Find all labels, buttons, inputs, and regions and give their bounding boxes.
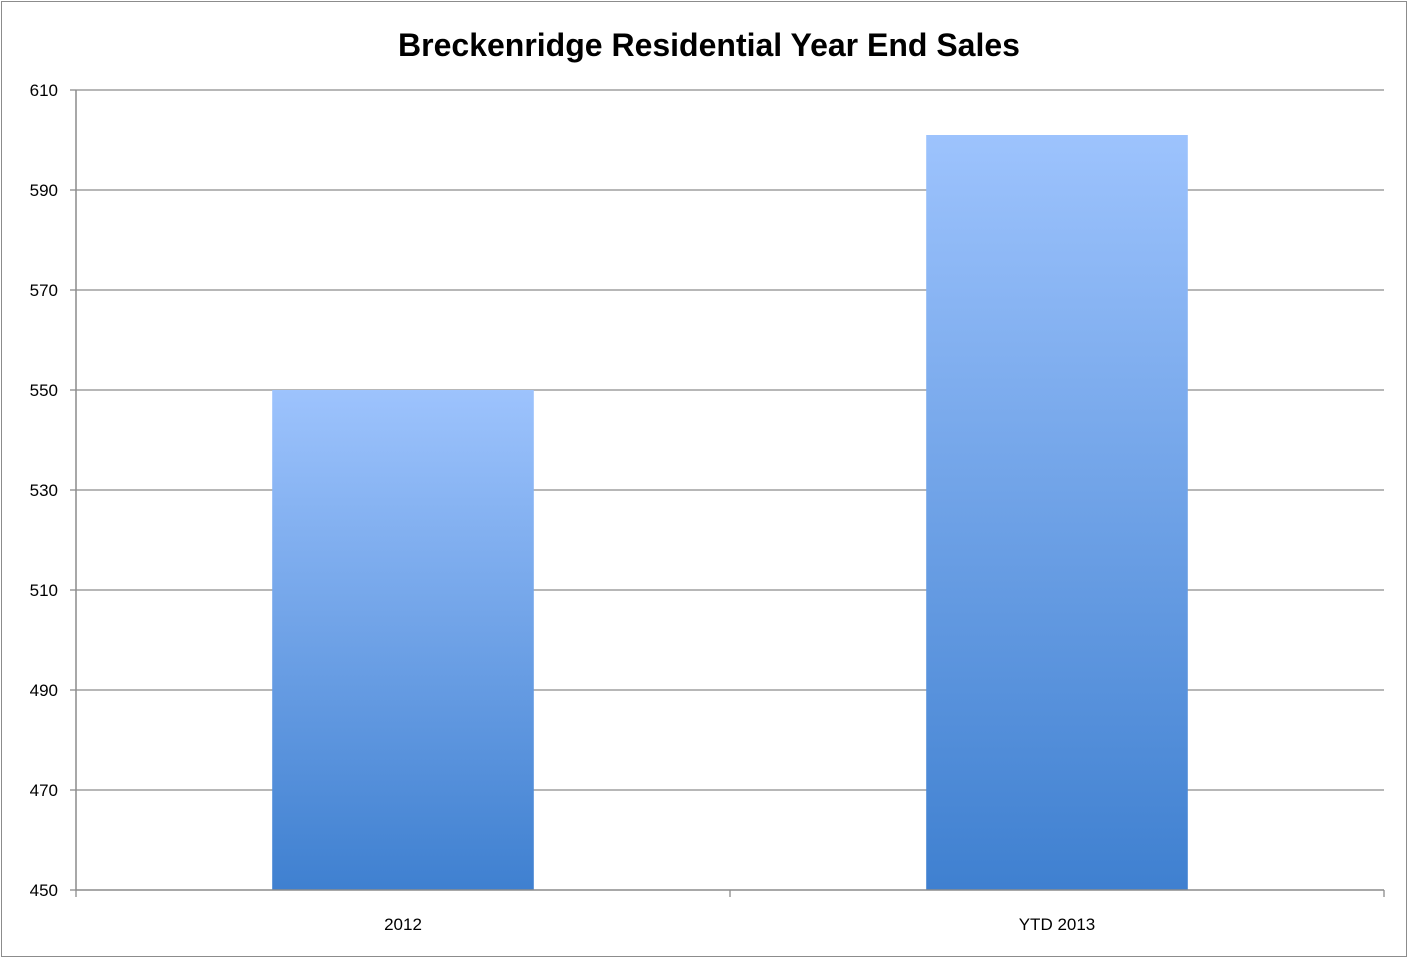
y-tick-label: 490 [30, 681, 58, 700]
y-tick-label: 470 [30, 781, 58, 800]
y-tick-label: 590 [30, 181, 58, 200]
y-tick-label: 610 [30, 81, 58, 100]
y-tick-label: 510 [30, 581, 58, 600]
bar-2012 [272, 390, 534, 890]
y-tick-label: 530 [30, 481, 58, 500]
y-tick-label: 550 [30, 381, 58, 400]
chart-title: Breckenridge Residential Year End Sales [398, 27, 1020, 63]
axes [70, 89, 1385, 897]
y-axis-ticks: 450 470 490 510 530 550 570 590 610 [30, 81, 58, 900]
x-tick-label: YTD 2013 [1019, 915, 1096, 934]
bars [272, 135, 1188, 890]
y-tick-label: 450 [30, 881, 58, 900]
bar-ytd-2013 [926, 135, 1188, 890]
y-tick-label: 570 [30, 281, 58, 300]
x-axis-ticks: 2012 YTD 2013 [384, 915, 1095, 934]
x-tick-label: 2012 [384, 915, 422, 934]
